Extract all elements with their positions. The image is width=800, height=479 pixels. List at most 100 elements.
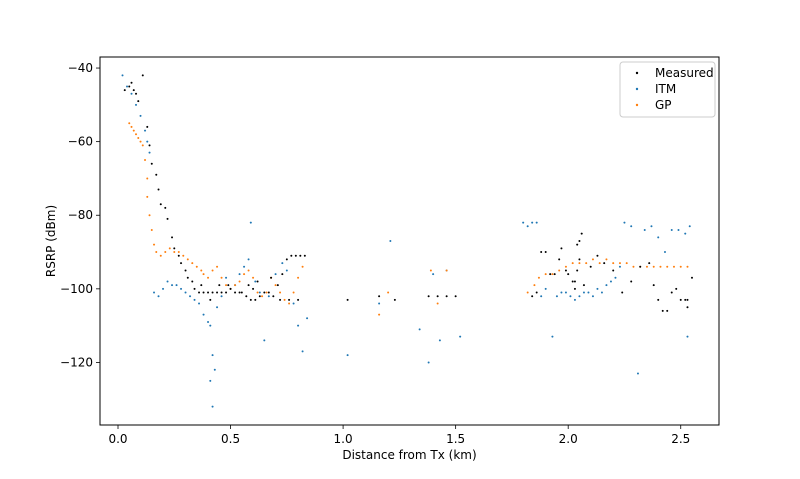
point-gp	[625, 262, 628, 265]
point-measured	[589, 265, 592, 268]
legend-marker-measured	[635, 71, 639, 75]
point-gp	[558, 269, 561, 272]
point-gp	[301, 265, 304, 268]
point-gp	[652, 265, 655, 268]
point-itm	[175, 284, 178, 287]
point-measured	[578, 240, 581, 242]
point-measured	[272, 295, 275, 298]
point-measured	[146, 125, 149, 128]
point-measured	[454, 295, 457, 298]
point-gp	[551, 273, 554, 276]
point-gp	[378, 313, 381, 316]
point-measured	[567, 273, 570, 276]
point-measured	[216, 291, 219, 294]
point-gp	[216, 265, 219, 268]
point-gp	[288, 302, 291, 305]
point-measured	[531, 295, 534, 298]
point-itm	[121, 74, 124, 77]
point-measured	[540, 251, 543, 254]
point-itm	[220, 295, 223, 298]
point-itm	[126, 85, 129, 88]
point-gp	[445, 269, 448, 272]
point-measured	[303, 254, 306, 257]
point-gp	[533, 284, 536, 287]
point-measured	[171, 236, 174, 239]
point-gp	[585, 262, 588, 265]
point-measured	[193, 287, 196, 290]
point-gp	[666, 265, 669, 268]
point-measured	[245, 295, 248, 298]
point-measured	[576, 269, 579, 272]
point-measured	[297, 298, 300, 301]
point-gp	[202, 273, 205, 276]
point-measured	[657, 298, 660, 301]
point-measured	[544, 251, 547, 254]
point-measured	[603, 262, 606, 265]
point-gp	[220, 276, 223, 279]
point-measured	[558, 258, 561, 261]
point-itm	[551, 335, 554, 338]
point-measured	[209, 298, 212, 301]
point-measured	[263, 291, 266, 294]
point-itm	[643, 228, 646, 231]
point-itm	[438, 339, 441, 342]
point-measured	[166, 217, 169, 220]
point-measured	[229, 287, 232, 290]
point-itm	[522, 221, 525, 224]
point-measured	[276, 284, 279, 287]
point-itm	[189, 295, 192, 298]
point-itm	[207, 320, 210, 323]
point-gp	[128, 122, 131, 125]
point-itm	[198, 302, 201, 305]
point-measured	[690, 276, 693, 279]
point-measured	[254, 298, 257, 301]
point-measured	[564, 269, 567, 272]
point-gp	[159, 254, 162, 257]
point-measured	[285, 258, 288, 261]
point-itm	[578, 295, 581, 298]
point-gp	[544, 273, 547, 276]
point-itm	[209, 324, 212, 327]
point-measured	[141, 74, 144, 77]
point-measured	[684, 298, 687, 301]
point-measured	[191, 280, 194, 283]
point-itm	[184, 291, 187, 294]
point-gp	[150, 228, 153, 231]
point-gp	[164, 251, 167, 254]
x-tick-label: 2.0	[559, 432, 578, 446]
point-itm	[216, 306, 219, 309]
point-itm	[614, 276, 617, 279]
point-itm	[144, 129, 147, 132]
point-measured	[652, 284, 655, 287]
point-itm	[684, 232, 687, 235]
x-axis-ticks: 0.0 0.5 1.0 1.5 2.0 2.5	[108, 425, 690, 446]
point-measured	[535, 291, 538, 294]
point-gp	[679, 265, 682, 268]
point-measured	[686, 306, 689, 309]
point-measured	[675, 287, 678, 290]
point-measured	[137, 100, 140, 103]
plot-area	[99, 56, 720, 426]
point-gp	[225, 284, 228, 287]
y-tick-label: −80	[68, 208, 93, 222]
point-itm	[153, 291, 156, 294]
point-itm	[247, 258, 250, 261]
point-measured	[378, 295, 381, 298]
point-measured	[130, 81, 133, 84]
point-gp	[256, 291, 259, 294]
x-tick-label: 2.5	[671, 432, 690, 446]
point-gp	[234, 284, 237, 287]
point-gp	[173, 251, 176, 254]
point-measured	[128, 85, 131, 88]
point-itm	[346, 354, 349, 357]
legend: Measured ITM GP	[619, 61, 716, 118]
point-gp	[578, 262, 581, 265]
point-itm	[243, 265, 246, 268]
point-measured	[630, 280, 633, 283]
point-itm	[636, 372, 639, 375]
point-gp	[564, 265, 567, 268]
point-measured	[560, 247, 563, 250]
point-measured	[211, 291, 214, 294]
y-tick-label: −40	[68, 61, 93, 75]
point-itm	[285, 269, 288, 272]
